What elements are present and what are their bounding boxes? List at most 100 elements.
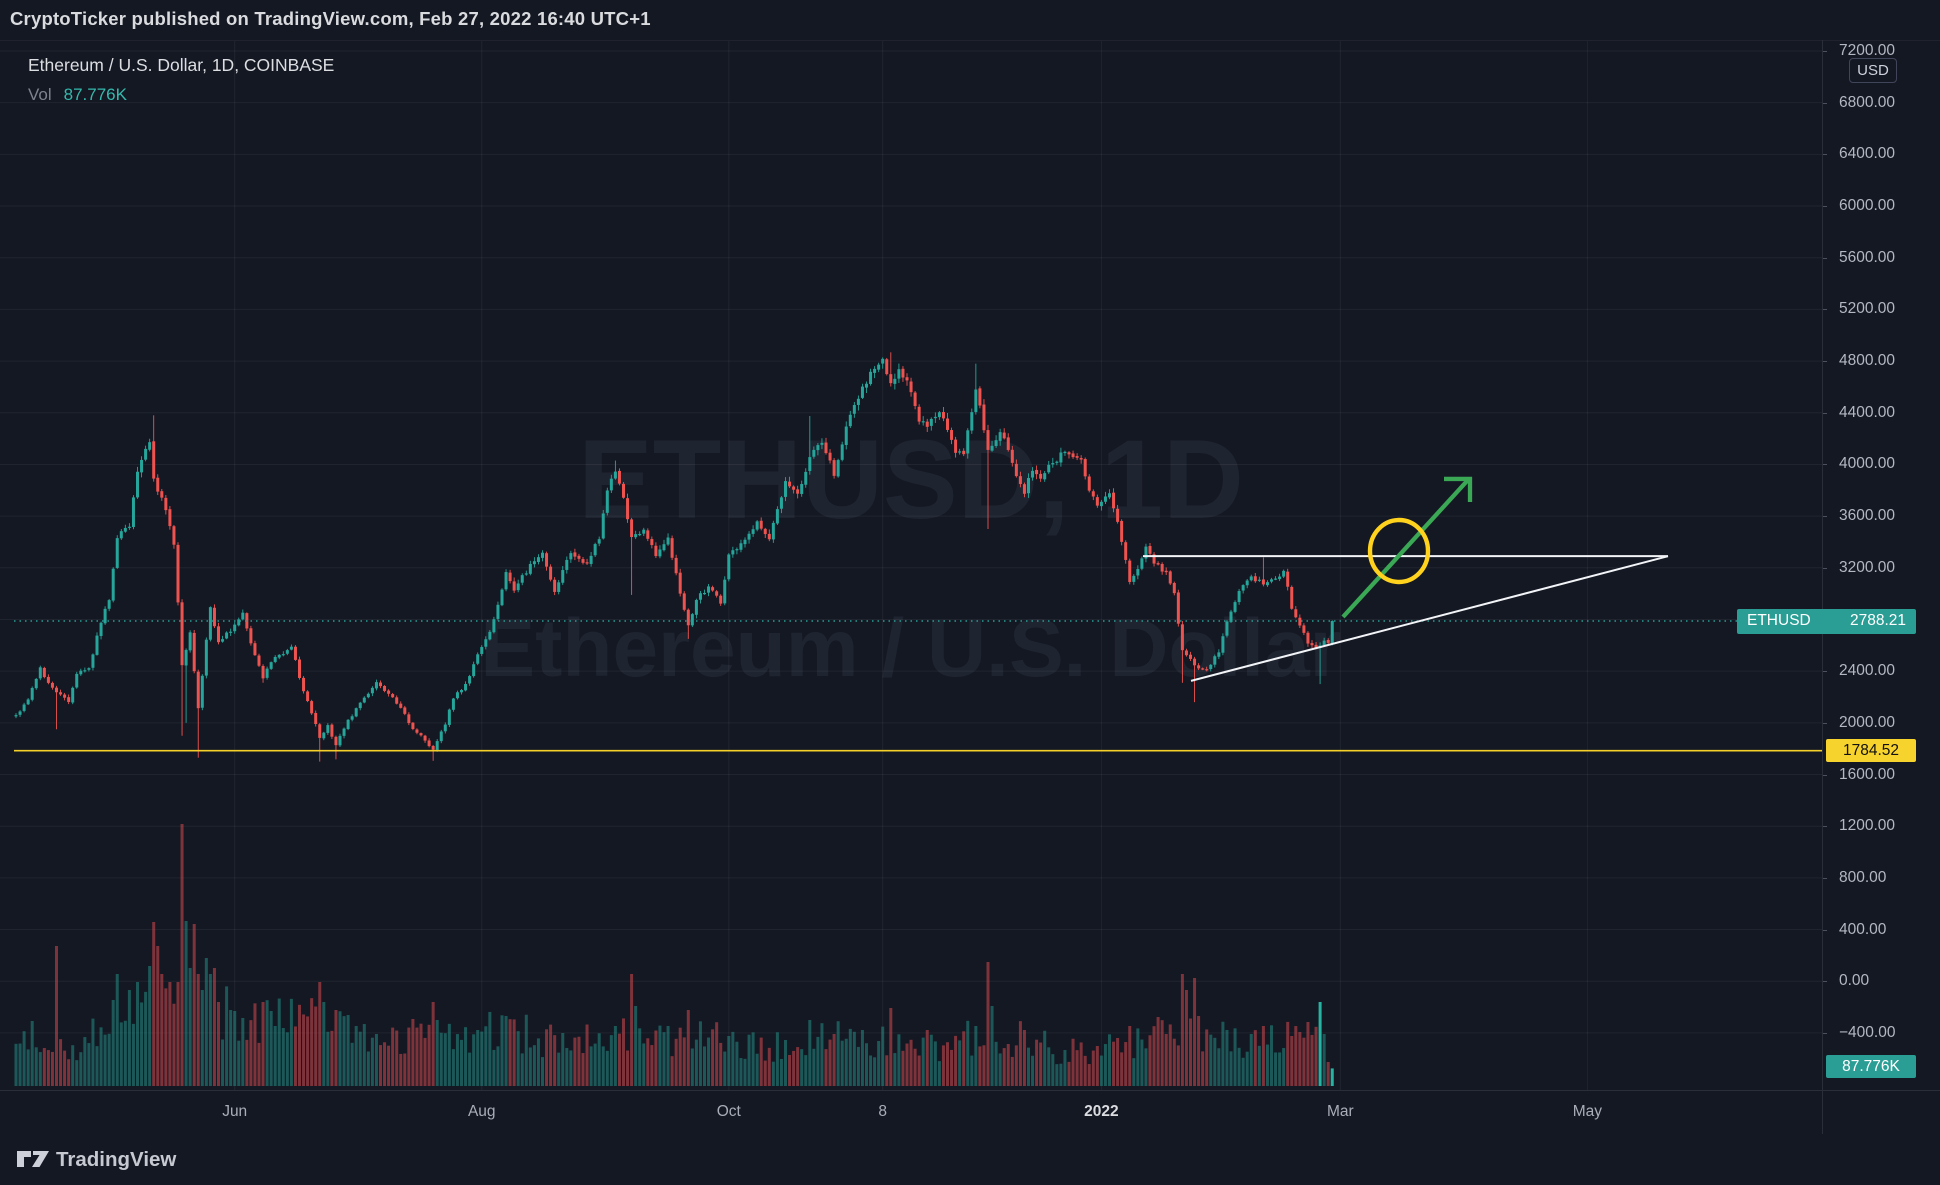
- volume-bar: [411, 1018, 415, 1086]
- volume-bar: [1112, 1041, 1116, 1086]
- volume-bar: [1201, 1051, 1205, 1086]
- candle-body: [541, 552, 544, 558]
- candle-body: [30, 687, 34, 700]
- candle-body: [779, 497, 783, 509]
- volume-bar: [204, 958, 208, 1086]
- candle-body: [731, 550, 735, 555]
- volume-bar: [241, 1018, 245, 1086]
- volume-bar: [318, 982, 322, 1086]
- volume-bar: [561, 1032, 565, 1086]
- volume-bar: [504, 1016, 508, 1086]
- ascending-trendline[interactable]: [1190, 555, 1669, 682]
- price-tick-label: 4400.00: [1839, 403, 1896, 421]
- candle-body: [784, 481, 787, 497]
- candle-body: [1229, 611, 1233, 622]
- time-tick-label: Jun: [222, 1103, 248, 1120]
- volume-bar: [719, 1042, 723, 1086]
- volume-bar: [516, 1031, 520, 1086]
- price-tick-label: 4800.00: [1839, 352, 1896, 370]
- candle-body: [1027, 478, 1030, 494]
- candle-body: [998, 432, 1002, 441]
- candle-body: [326, 725, 330, 733]
- candle-body: [711, 587, 715, 591]
- candle-body: [480, 647, 484, 654]
- volume-bar: [476, 1030, 480, 1086]
- time-axis[interactable]: Jun Aug Oct 8 2022 Mar May: [0, 1090, 1940, 1135]
- tradingview-brand-text[interactable]: TradingView: [56, 1148, 177, 1171]
- candle-body: [1051, 463, 1055, 465]
- volume-bar: [148, 966, 152, 1086]
- candle-body: [127, 526, 131, 528]
- candle-body: [136, 471, 139, 498]
- volume-bar: [532, 1045, 536, 1086]
- candle-body: [42, 667, 46, 678]
- candle-body: [703, 592, 706, 595]
- candle-body: [751, 529, 755, 534]
- volume-bar: [775, 1032, 779, 1086]
- volume-bar: [46, 1050, 50, 1086]
- volume-bar: [1156, 1017, 1160, 1086]
- volume-bar: [703, 1046, 706, 1086]
- symbol-title[interactable]: Ethereum / U.S. Dollar, 1D, COINBASE: [28, 55, 335, 75]
- tradingview-logo-icon[interactable]: [16, 1147, 52, 1171]
- volume-series: [14, 824, 1334, 1086]
- candle-body: [241, 612, 245, 620]
- volume-bar: [350, 1042, 354, 1086]
- candle-body: [330, 724, 334, 737]
- candle-body: [597, 539, 601, 544]
- candle-body: [423, 735, 427, 741]
- candle-body: [832, 460, 836, 476]
- time-tick-label: Oct: [716, 1103, 741, 1120]
- price-tick-mark: [1823, 412, 1827, 414]
- candle-body: [18, 711, 22, 715]
- candle-body: [1193, 658, 1197, 666]
- volume-bar: [306, 1016, 310, 1086]
- volume-bar: [208, 974, 212, 1086]
- volume-bar: [731, 1031, 735, 1086]
- candle-body: [1116, 508, 1120, 522]
- volume-bar: [83, 1037, 87, 1086]
- projection-arrow[interactable]: [1341, 476, 1473, 619]
- volume-bar: [1103, 1044, 1107, 1086]
- candle-body: [306, 691, 310, 702]
- candle-body: [946, 418, 949, 430]
- candle-body: [642, 529, 646, 534]
- highlight-circle[interactable]: [1367, 517, 1431, 585]
- price-tick-label: 0.00: [1839, 972, 1870, 990]
- volume-bar: [974, 1026, 978, 1086]
- candle-body: [1245, 580, 1249, 586]
- candle-body: [188, 632, 192, 651]
- price-axis[interactable]: USD 7200.00 6800.00 6400.00 6000.00 5600.00 5…: [1822, 40, 1940, 1090]
- candle-body: [455, 692, 459, 699]
- candle-body: [569, 553, 573, 560]
- candle-body: [395, 697, 399, 704]
- candle-body: [1237, 591, 1241, 603]
- volume-bar: [804, 1055, 808, 1086]
- candle-body: [87, 668, 91, 670]
- candle-body: [1148, 546, 1152, 554]
- candle-body: [601, 513, 605, 539]
- volume-bar: [330, 1030, 334, 1086]
- volume-bar: [1148, 1035, 1152, 1086]
- volume-bar: [79, 1052, 83, 1086]
- volume-bar: [472, 1034, 476, 1086]
- candle-body: [1225, 621, 1229, 636]
- volume-bar: [269, 1011, 273, 1086]
- volume-axis-badge: 87.776K: [1826, 1055, 1916, 1078]
- candle-body: [848, 414, 852, 427]
- currency-unit-button[interactable]: USD: [1849, 58, 1897, 83]
- volume-bar: [528, 1047, 532, 1086]
- candle-body: [913, 392, 917, 406]
- candle-body: [79, 670, 83, 675]
- candle-body: [1233, 602, 1237, 612]
- candle-body: [387, 690, 391, 694]
- candle-body: [338, 735, 342, 746]
- volume-bar: [828, 1039, 832, 1086]
- volume-bar: [1253, 1030, 1257, 1086]
- candle-body: [767, 533, 771, 540]
- volume-bar: [123, 1020, 127, 1086]
- volume-bar: [484, 1026, 488, 1086]
- volume-bar: [1160, 1020, 1164, 1086]
- price-badge-value: 2788.21: [1849, 612, 1906, 629]
